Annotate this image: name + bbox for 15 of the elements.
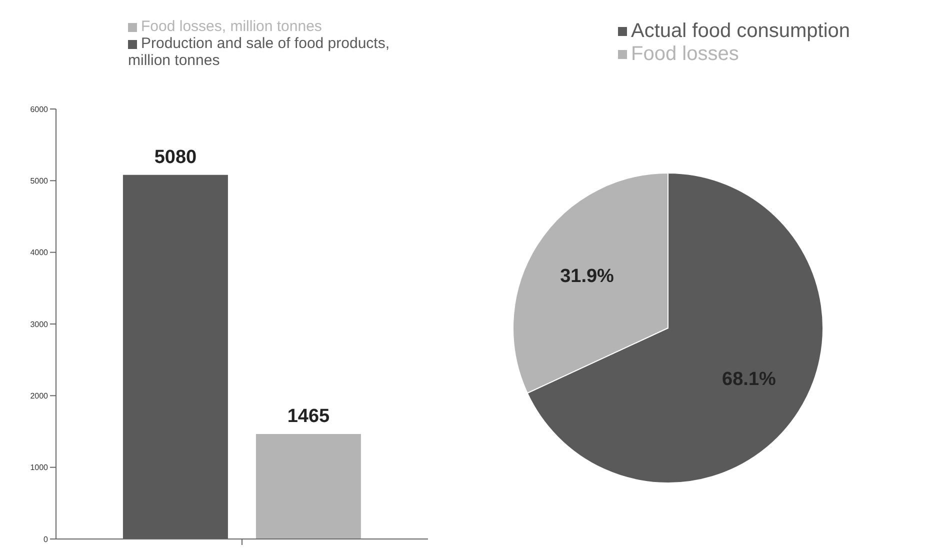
data-label: 1465 [287, 406, 330, 428]
legend-label: Production and sale of food products, million tonnes [128, 35, 390, 69]
y-tick-label: 2000 [30, 392, 49, 401]
data-label: 68.1% [722, 369, 776, 390]
y-tick-label: 3000 [30, 320, 49, 329]
legend-label: Actual food consumption [631, 20, 850, 42]
data-label: 5080 [154, 146, 197, 168]
data-label: 31.9% [560, 266, 614, 287]
legend-label: Food losses, million tonnes [141, 18, 322, 35]
y-tick-label: 1000 [30, 463, 49, 472]
y-tick-label: 5000 [30, 176, 49, 186]
y-tick-label: 4000 [30, 248, 49, 258]
legend-label: Food losses [631, 43, 739, 65]
y-tick-label: 0 [44, 534, 49, 544]
y-tick-label: 6000 [30, 104, 49, 114]
